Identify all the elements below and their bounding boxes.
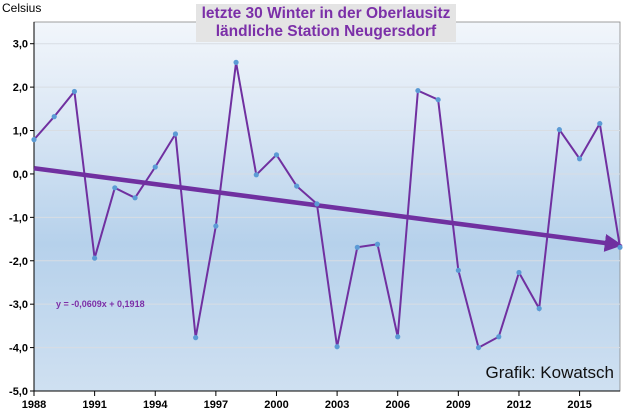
y-tick-label: 1,0 — [13, 126, 28, 138]
y-tick-label: -4,0 — [9, 343, 28, 355]
x-tick-label: 1994 — [143, 399, 168, 411]
data-point — [314, 201, 320, 207]
y-tick-label: -2,0 — [9, 256, 28, 268]
data-point — [496, 334, 502, 340]
x-tick-label: 1997 — [204, 399, 228, 411]
data-point — [455, 267, 461, 273]
chart-title-line-1: letzte 30 Winter in der Oberlausitz — [201, 5, 451, 22]
data-point — [435, 97, 441, 103]
data-point — [334, 344, 340, 350]
chart-title-line-2: ländliche Station Neugersdorf — [215, 23, 437, 40]
x-tick-label: 1988 — [22, 399, 46, 411]
x-tick-label: 2015 — [567, 399, 591, 411]
x-tick-label: 2006 — [385, 399, 409, 411]
y-tick-label: 0,0 — [13, 169, 28, 181]
data-point — [475, 344, 482, 351]
data-point — [536, 305, 542, 312]
x-tick-label: 2012 — [507, 399, 531, 411]
data-point — [395, 334, 401, 340]
data-point — [556, 127, 562, 133]
data-point — [576, 156, 583, 162]
data-point — [516, 269, 522, 276]
data-point — [31, 137, 37, 143]
data-point — [92, 255, 98, 261]
y-tick-label: -3,0 — [9, 299, 28, 311]
data-point — [132, 195, 138, 201]
data-point — [233, 59, 239, 65]
data-point — [193, 335, 199, 341]
y-tick-label: 2,0 — [13, 82, 28, 94]
credit-label: Grafik: Kowatsch — [485, 363, 615, 382]
data-point — [152, 164, 158, 170]
x-tick-label: 2009 — [446, 399, 470, 411]
data-point — [51, 114, 57, 120]
data-point — [112, 185, 118, 191]
data-point — [415, 87, 421, 94]
y-tick-label: -1,0 — [9, 212, 28, 224]
y-tick-label: -5,0 — [9, 386, 28, 398]
trend-equation: y = -0,0609x + 0,1918 — [56, 299, 145, 309]
trend-line — [33, 166, 623, 252]
data-point — [617, 244, 623, 250]
data-point — [273, 152, 280, 158]
data-point — [354, 244, 360, 250]
chart-title: letzte 30 Winter in der Oberlausitz länd… — [196, 4, 456, 42]
data-point — [172, 131, 179, 137]
data-point — [253, 172, 259, 178]
series-line — [33, 62, 621, 350]
x-tick-label: 1991 — [82, 399, 106, 411]
data-point — [294, 183, 300, 189]
x-tick-label: 2000 — [264, 399, 288, 411]
data-point — [374, 241, 381, 247]
y-tick-label: 3,0 — [13, 39, 28, 51]
data-point — [213, 223, 219, 229]
data-point — [597, 120, 603, 127]
y-axis-label: Celsius — [2, 1, 42, 15]
x-tick-label: 2003 — [325, 399, 349, 411]
data-point — [71, 88, 78, 95]
